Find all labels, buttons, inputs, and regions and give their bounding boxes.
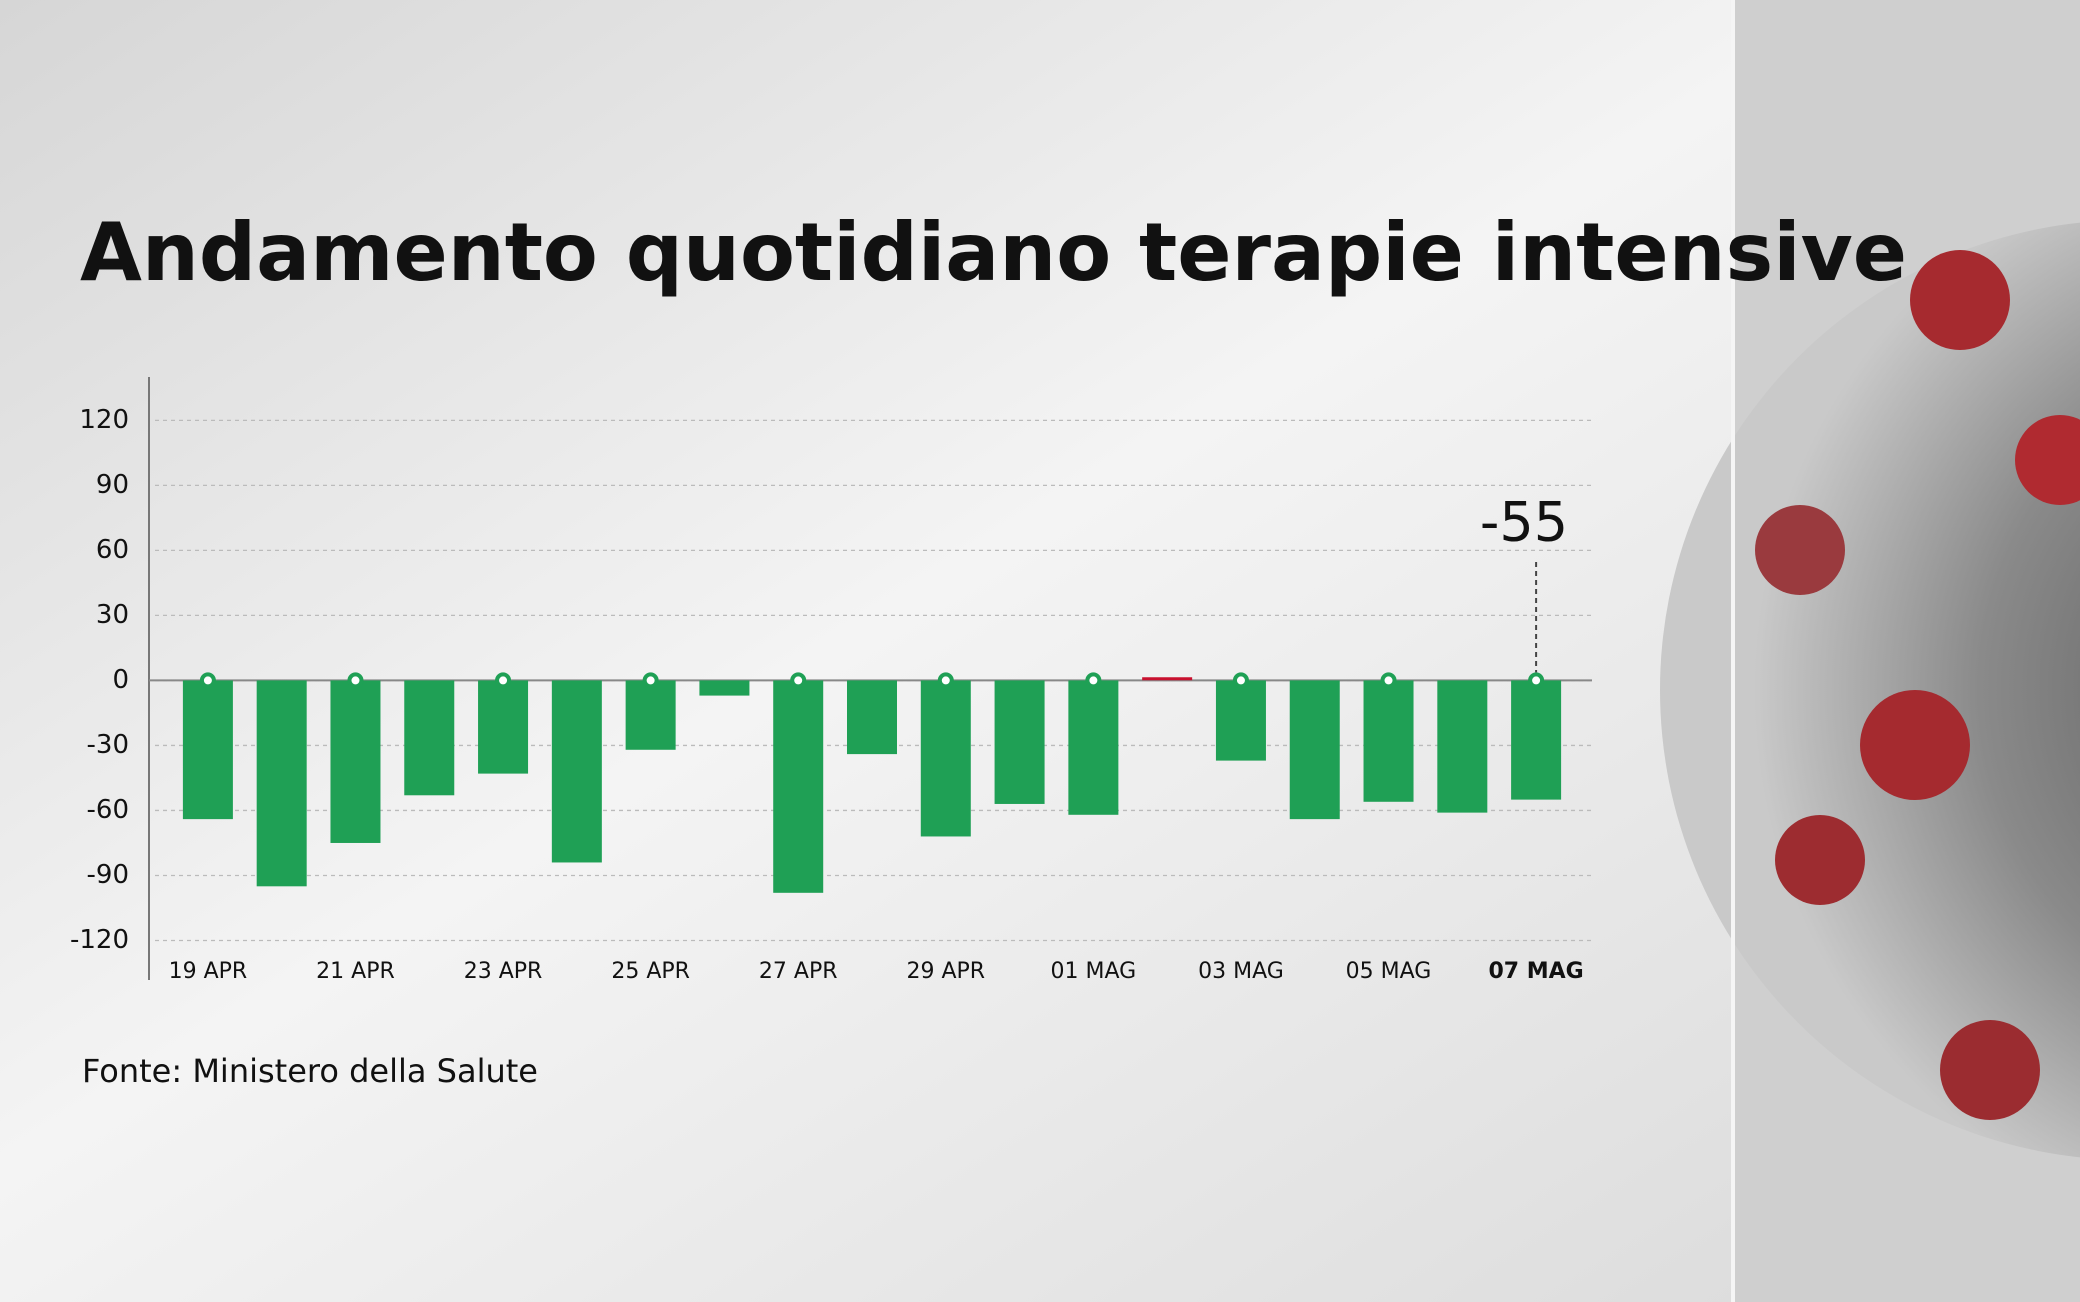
virus: [1660, 222, 2080, 1158]
bar: [625, 680, 676, 750]
chart-title: Andamento quotidiano terapie intensive: [80, 206, 1907, 299]
x-tick-label: 07 MAG: [1488, 959, 1583, 984]
y-tick-label: 0: [112, 665, 129, 695]
divider: [1731, 0, 1735, 1302]
bar: [1068, 680, 1119, 815]
bar: [404, 680, 455, 796]
zero-dot: [1528, 672, 1545, 689]
bar: [1215, 680, 1266, 761]
bar: [994, 680, 1045, 804]
zero-dot: [199, 672, 216, 689]
zero-dot: [1232, 672, 1249, 689]
bar: [478, 680, 529, 774]
y-tick-label: 60: [96, 535, 129, 565]
bar: [551, 680, 602, 863]
spike: [1910, 250, 2010, 350]
bar: [773, 680, 824, 893]
bar: [847, 680, 897, 755]
zero-dot: [495, 672, 512, 689]
spike: [1755, 505, 1845, 595]
spike: [1940, 1020, 2040, 1120]
y-tick-label: -60: [87, 795, 129, 825]
bar: [699, 680, 750, 696]
bar: [256, 680, 307, 887]
bar: [1363, 680, 1414, 802]
source: Fonte: Ministero della Salute: [82, 1052, 538, 1090]
x-tick-label: 27 APR: [759, 959, 838, 984]
zero-dot: [1085, 672, 1102, 689]
spike: [2015, 415, 2080, 505]
x-tick-label: 05 MAG: [1346, 959, 1432, 984]
x-tick-label: 19 APR: [169, 959, 248, 984]
x-tick-label: 29 APR: [906, 959, 985, 984]
zero-dot: [1380, 672, 1397, 689]
bar: [1511, 680, 1562, 800]
y-tick-label: -30: [87, 730, 129, 760]
zero-dot: [347, 672, 364, 689]
spike: [1775, 815, 1865, 905]
y-tick-label: 120: [79, 405, 129, 435]
zero-dot: [642, 672, 659, 689]
y-tick-label: -120: [70, 925, 129, 955]
x-tick-label: 03 MAG: [1198, 959, 1284, 984]
value-label: -55: [1480, 491, 1568, 554]
bar: [182, 680, 233, 820]
bar: [1289, 680, 1340, 820]
bar: [1142, 677, 1193, 681]
x-tick-label: 01 MAG: [1051, 959, 1137, 984]
x-tick-label: 25 APR: [611, 959, 690, 984]
bar: [920, 680, 971, 837]
zero-dot: [937, 672, 954, 689]
y-tick-label: -90: [87, 860, 129, 890]
y-tick-label: 30: [96, 600, 129, 630]
x-tick-label: 23 APR: [464, 959, 543, 984]
side-image: [1660, 0, 2080, 1302]
zero-dot: [790, 672, 807, 689]
x-tick-label: 21 APR: [316, 959, 395, 984]
y-tick-label: 90: [96, 470, 129, 500]
bar: [1437, 680, 1488, 813]
spike: [1860, 690, 1970, 800]
bar: [330, 680, 381, 843]
